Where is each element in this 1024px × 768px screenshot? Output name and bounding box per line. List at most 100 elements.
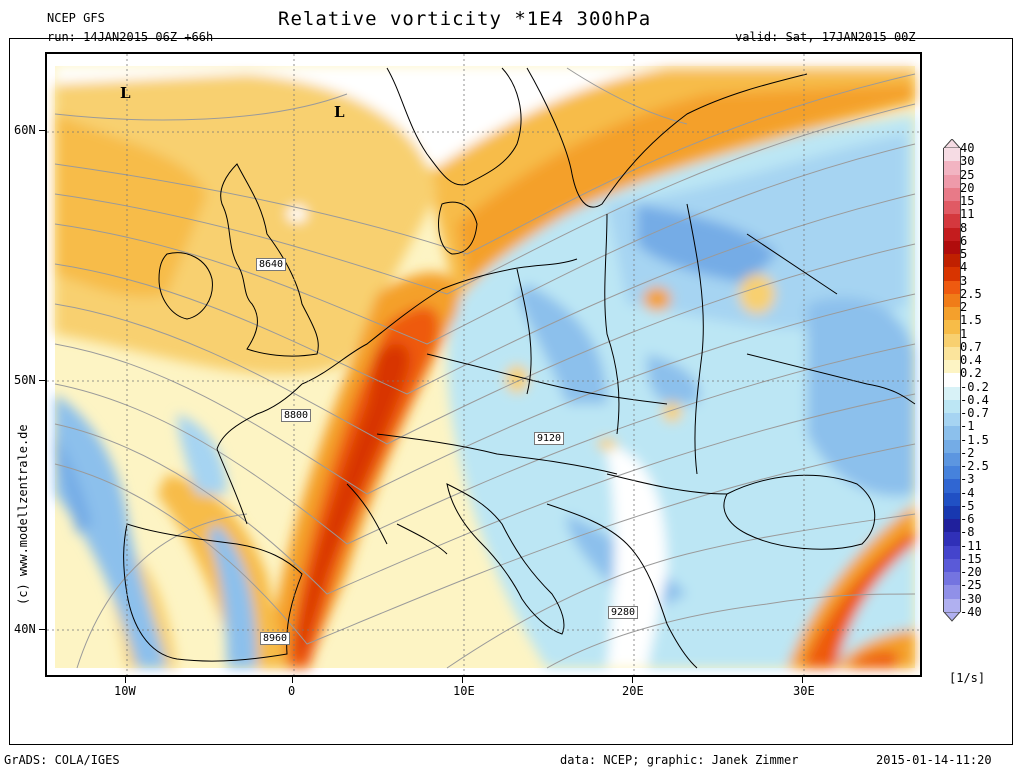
colorbar-level-label: 1 [960,326,968,341]
colorbar-segment [943,399,961,414]
colorbar-segment [943,360,961,374]
colorbar-level-label: 0.2 [960,366,982,381]
colorbar-segment [943,492,961,507]
colorbar-level-label: -0.7 [960,406,989,420]
colorbar-segment [943,320,961,334]
units-label: [1/s] [949,671,986,685]
colorbar-segment [943,346,961,361]
lon-tickmark [292,677,293,683]
lon-tickmark [462,677,463,683]
lon-tickmark [125,677,126,683]
colorbar-segment [943,254,961,268]
colorbar-segment [943,214,961,228]
colorbar-segment [943,293,961,308]
colorbar-level-label: 25 [960,167,975,182]
colorbar-segment [943,386,961,401]
colorbar-segment [943,439,961,454]
colorbar-segment [943,148,961,162]
colorbar-segment [943,227,961,242]
lat-tick: 60N [14,123,36,137]
colorbar-level-label: -20 [960,565,982,579]
colorbar-level-label: 1.5 [960,313,982,328]
colorbar-segment [943,466,961,480]
colorbar-segment [943,532,961,546]
colorbar-segment [943,452,961,467]
lat-tick: 50N [14,373,36,387]
colorbar-segment [943,201,961,215]
colorbar-segment [943,558,961,573]
valid-time: valid: Sat, 17JAN2015 00Z [735,30,916,44]
lon-tick: 0 [288,684,296,698]
colorbar-level-label: -8 [960,525,975,540]
colorbar-level-label: -2 [960,445,975,460]
colorbar-level-label: 4 [960,260,968,275]
colorbar-level-label: -3 [960,472,975,487]
colorbar-bottom-arrow [943,611,961,622]
lon-tick: 30E [793,684,815,698]
footer-credit: data: NCEP; graphic: Janek Zimmer [560,753,799,767]
colorbar-level-label: 3 [960,273,968,288]
contour-label: 8800 [281,409,312,422]
colorbar-segment [943,307,961,321]
colorbar-segment [943,545,961,560]
colorbar-level-label: -2.5 [960,459,989,473]
run-label: run: 14JAN2015 06Z +66h [47,30,214,44]
colorbar-level-label: -25 [960,578,982,593]
colorbar-segment [943,572,961,586]
colorbar-segment [943,187,961,202]
colorbar-segment [943,598,961,613]
contour-label: 8640 [256,258,287,271]
lon-tick: 10E [453,684,475,698]
colorbar-level-label: 5 [960,247,968,261]
colorbar-level-label: 2.5 [960,286,982,301]
colorbar-level-label: 11 [960,207,975,222]
colorbar-segment [943,479,961,493]
lat-tickmark [39,130,45,131]
colorbar-level-label: -40 [960,604,982,619]
geopotential-contours [54,67,916,669]
colorbar-segment [943,240,961,255]
contour-label: 9280 [608,606,639,619]
graticule [47,54,920,675]
contour-label: 9120 [534,432,565,445]
colorbar-level-label: 6 [960,233,968,248]
colorbar-segment [943,413,961,427]
colorbar-level-label: 2 [960,300,968,314]
lon-tickmark [632,677,633,683]
plot-frame [9,38,1013,745]
colorbar-level-label: -11 [960,538,982,553]
colorbar-level-label: -0.2 [960,379,989,394]
colorbar-segment [943,333,961,348]
colorbar-level-label: -30 [960,591,982,606]
low-pressure-marker: L [120,84,131,102]
colorbar-level-label: 15 [960,194,975,208]
colorbar-level-label: -15 [960,551,982,566]
colorbar-segment [943,585,961,599]
lon-tickmark [802,677,803,683]
colorbar-segment [943,373,961,387]
colorbar-level-label: 20 [960,180,975,195]
colorbar-level-label: -0.4 [960,392,989,407]
footer-software: GrADS: COLA/IGES [4,753,120,767]
colorbar-segment [943,426,961,440]
lon-tick: 20E [622,684,644,698]
lat-tickmark [39,380,45,381]
lat-tick: 40N [14,622,36,636]
footer-timestamp: 2015-01-14-11:20 [876,753,992,767]
colorbar-level-label: 8 [960,220,968,235]
low-pressure-marker: L [334,103,345,121]
chart-title: Relative vorticity *1E4 300hPa [278,8,652,30]
colorbar-level-label: 40 [960,141,975,155]
lon-tick: 10W [114,684,136,698]
colorbar-segment [943,519,961,533]
map-svg [47,54,920,675]
colorbar-level-label: 30 [960,154,975,169]
colorbar-segment [943,174,961,189]
colorbar-level-label: -4 [960,485,975,500]
colorbar-segment [943,280,961,295]
colorbar-level-label: -6 [960,512,975,526]
contour-label: 8960 [260,632,291,645]
vorticity-map[interactable] [45,52,922,677]
watermark: (c) www.modellzentrale.de [16,424,30,605]
colorbar-level-label: -5 [960,498,975,513]
